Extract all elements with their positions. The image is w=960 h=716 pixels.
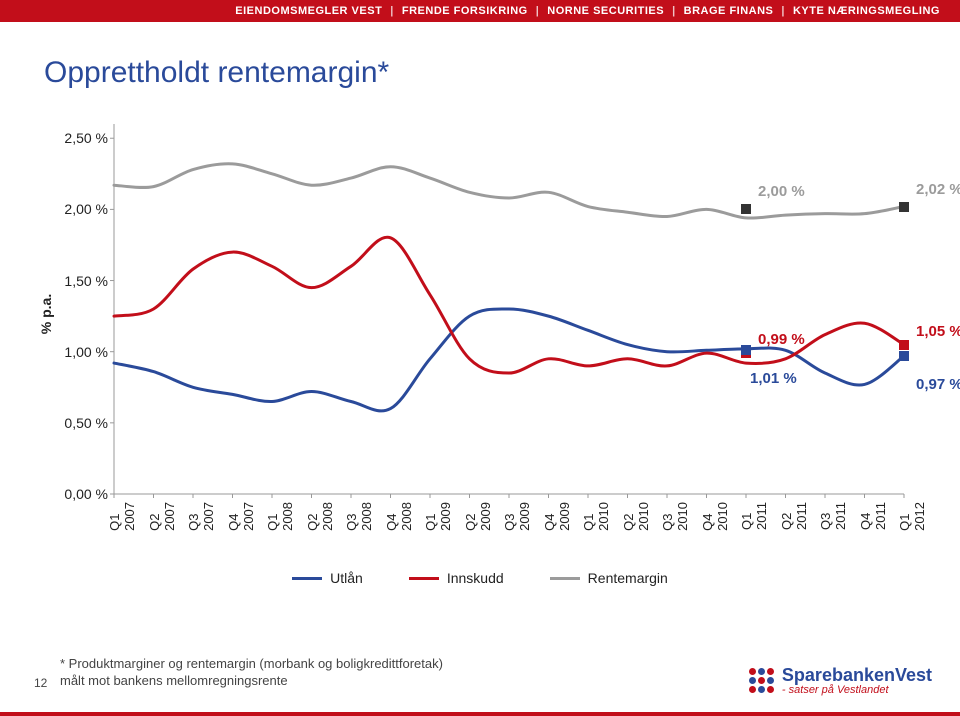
x-tick-label: Q4 2010 [700,502,730,531]
x-tick-label: Q3 2011 [818,502,848,530]
brand-3: BRAGE FINANS [682,5,776,17]
plot-area: 0,00 %0,50 %1,00 %1,50 %2,00 %2,50 %Q1 2… [114,124,904,494]
brand-0: EIENDOMSMEGLER VEST [233,5,384,17]
callout-marker [899,202,909,212]
x-tick-label: Q4 2009 [542,502,572,531]
brand-1: FRENDE FORSIKRING [400,5,530,17]
x-tick-label: Q2 2011 [779,502,809,530]
callout-marker [741,345,751,355]
x-tick-label: Q2 2009 [463,502,493,531]
footer-bar [0,712,960,716]
callout-label: 1,01 % [750,370,797,387]
logo-name: SparebankenVest [782,665,932,686]
y-tick-label: 1,50 % [54,273,108,289]
x-tick-label: Q3 2009 [502,502,532,531]
x-tick-label: Q1 2012 [897,502,927,531]
series-innskudd [114,237,904,373]
y-tick-label: 0,50 % [54,415,108,431]
legend-label: Utlån [330,570,363,586]
bank-logo: SparebankenVest - satser på Vestlandet [749,665,932,696]
chart-svg [114,124,904,494]
legend-swatch [292,577,322,580]
y-tick-label: 2,50 % [54,130,108,146]
legend-label: Innskudd [447,570,504,586]
x-tick-label: Q3 2010 [660,502,690,531]
chart-area: % p.a. 0,00 %0,50 %1,00 %1,50 %2,00 %2,5… [44,114,916,594]
callout-label: 0,99 % [758,331,805,348]
x-tick-label: Q4 2007 [226,502,256,531]
footnote-line2: målt mot bankens mellomregningsrente [60,673,443,690]
callout-marker [899,351,909,361]
top-brand-bar: EIENDOMSMEGLER VEST| FRENDE FORSIKRING| … [0,0,960,22]
x-tick-label: Q2 2008 [305,502,335,531]
x-tick-label: Q1 2009 [423,502,453,531]
x-tick-label: Q3 2007 [186,502,216,531]
callout-label: 2,02 % [916,181,960,198]
x-tick-label: Q1 2011 [739,502,769,530]
y-tick-label: 1,00 % [54,344,108,360]
legend-item: Rentemargin [550,570,668,586]
legend-item: Utlån [292,570,363,586]
x-tick-label: Q1 2008 [265,502,295,531]
x-tick-label: Q2 2010 [621,502,651,531]
brand-2: NORNE SECURITIES [545,5,666,17]
x-tick-label: Q4 2008 [384,502,414,531]
x-tick-label: Q1 2010 [581,502,611,531]
callout-label: 2,00 % [758,183,805,200]
x-tick-label: Q3 2008 [344,502,374,531]
brand-4: KYTE NÆRINGSMEGLING [791,5,942,17]
x-tick-label: Q4 2011 [858,502,888,530]
legend-swatch [550,577,580,580]
callout-marker [741,204,751,214]
y-tick-label: 2,00 % [54,201,108,217]
legend-label: Rentemargin [588,570,668,586]
page-title: Opprettholdt rentemargin* [44,56,389,90]
y-tick-label: 0,00 % [54,486,108,502]
logo-dots-icon [749,668,774,693]
y-axis-title: % p.a. [38,264,54,364]
callout-label: 1,05 % [916,323,960,340]
callout-marker [899,340,909,350]
footnote-line1: * Produktmarginer og rentemargin (morban… [60,656,443,673]
x-tick-label: Q1 2007 [107,502,137,531]
page-number: 12 [34,676,47,690]
legend-item: Innskudd [409,570,504,586]
legend: Utlån Innskudd Rentemargin [44,570,916,586]
legend-swatch [409,577,439,580]
x-tick-label: Q2 2007 [147,502,177,531]
footnote: * Produktmarginer og rentemargin (morban… [60,656,443,690]
callout-label: 0,97 % [916,376,960,393]
